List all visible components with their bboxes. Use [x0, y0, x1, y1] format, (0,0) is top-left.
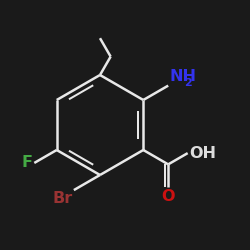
- Text: F: F: [21, 156, 32, 170]
- Text: NH: NH: [170, 69, 196, 84]
- Text: OH: OH: [190, 146, 217, 161]
- Text: 2: 2: [184, 78, 192, 88]
- Text: O: O: [162, 189, 175, 204]
- Text: Br: Br: [52, 191, 72, 206]
